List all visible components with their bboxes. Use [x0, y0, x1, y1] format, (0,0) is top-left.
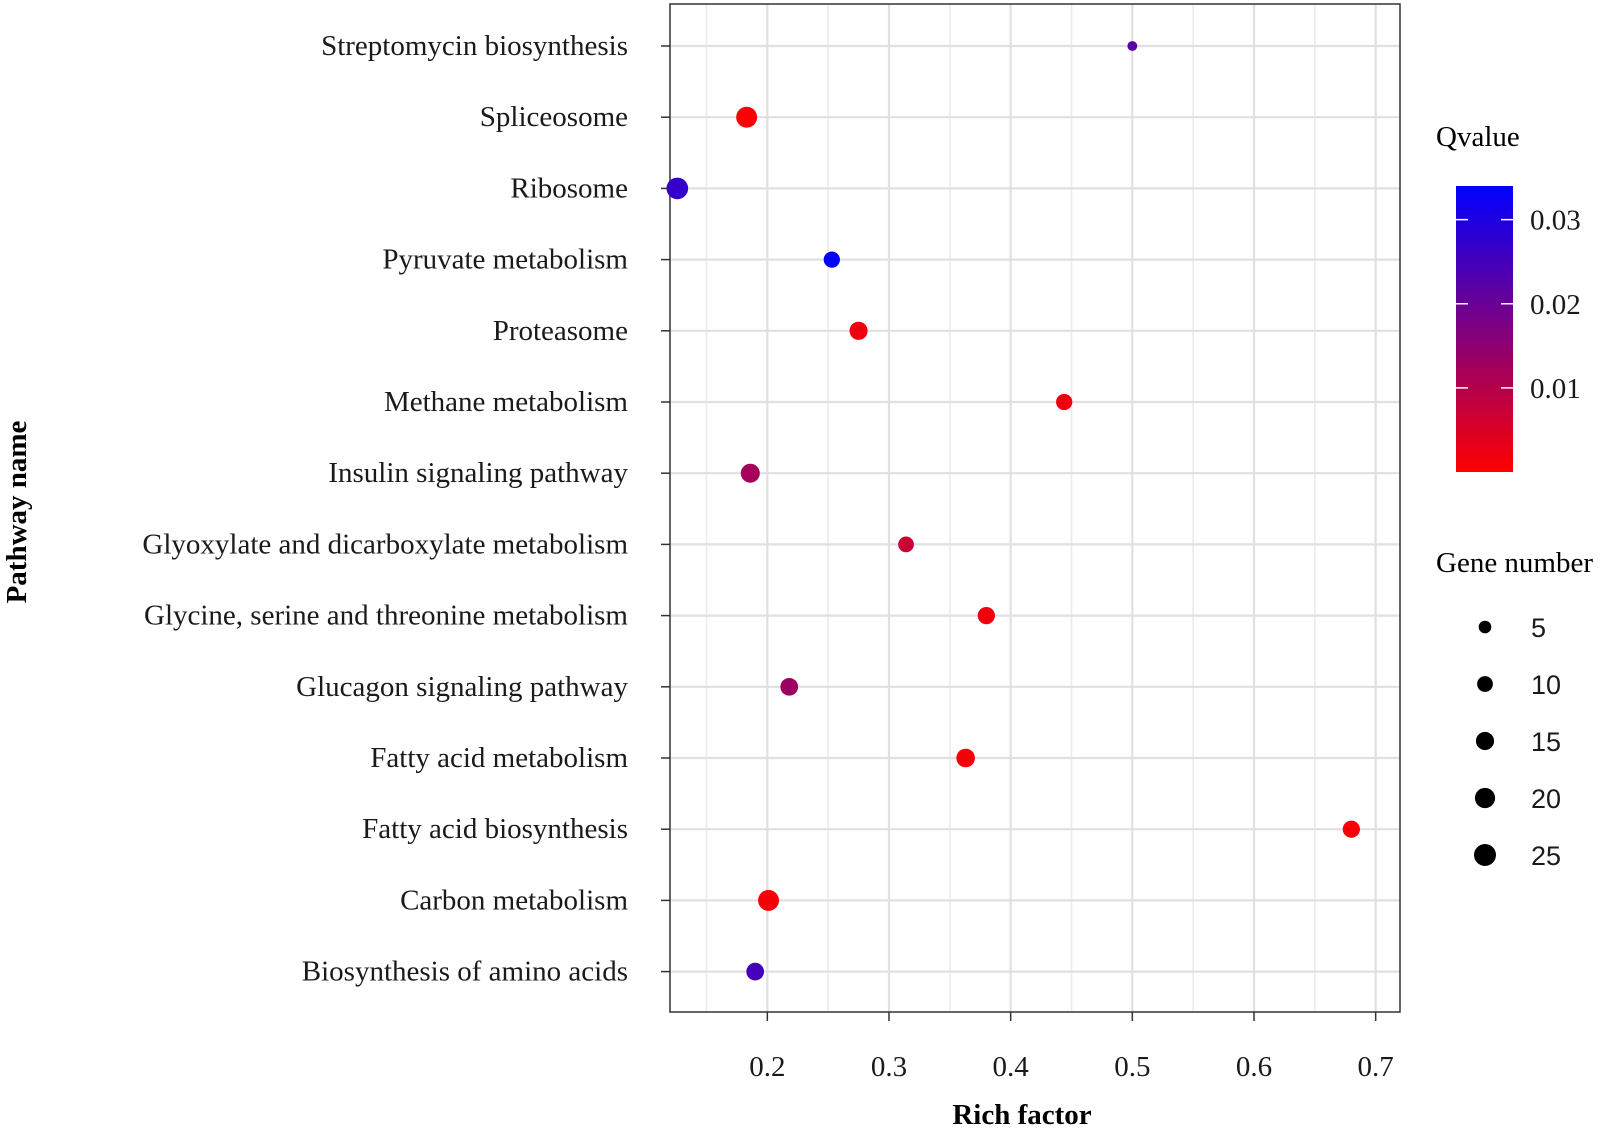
size-legend-label: 25 [1531, 841, 1561, 871]
y-tick-label: Streptomycin biosynthesis [321, 30, 628, 62]
x-tick-label: 0.3 [871, 1051, 907, 1083]
colorbar-tick-label: 0.02 [1530, 289, 1581, 321]
y-tick-label: Proteasome [493, 315, 628, 347]
data-point [977, 606, 995, 625]
qvalue-colorbar [1456, 186, 1513, 472]
data-points [666, 41, 1360, 981]
data-point [849, 321, 868, 340]
x-tick-label: 0.6 [1236, 1051, 1272, 1083]
size-legend-label: 15 [1531, 727, 1561, 757]
data-point [780, 677, 799, 696]
data-point [956, 748, 975, 768]
plot-panel [669, 3, 1401, 1013]
qvalue-legend-title: Qvalue [1436, 121, 1520, 153]
x-tick-label: 0.2 [749, 1051, 785, 1083]
y-tick-label: Fatty acid biosynthesis [362, 813, 628, 845]
size-legend-label: 20 [1531, 784, 1561, 814]
y-tick-label: Ribosome [510, 172, 628, 204]
y-tick-label: Spliceosome [480, 101, 628, 133]
y-tick-label: Glycine, serine and threonine metabolism [144, 600, 628, 632]
data-point [898, 536, 914, 553]
y-tick-label: Glucagon signaling pathway [296, 671, 628, 703]
size-legend-label: 10 [1531, 670, 1561, 700]
colorbar-tick-label: 0.03 [1530, 205, 1581, 237]
y-tick-label: Carbon metabolism [400, 884, 628, 916]
x-tick-label: 0.5 [1114, 1051, 1150, 1083]
y-tick-label: Glyoxylate and dicarboxylate metabolism [142, 528, 628, 560]
y-tick-label: Methane metabolism [384, 386, 628, 418]
y-tick-label: Pyruvate metabolism [382, 244, 628, 276]
data-point [758, 889, 780, 911]
grid [670, 4, 1400, 1012]
y-tick-label: Fatty acid metabolism [370, 742, 628, 774]
data-point [1342, 820, 1360, 838]
y-axis-title: Pathway name [1, 420, 33, 603]
data-point [740, 463, 760, 483]
x-axis-title: Rich factor [952, 1099, 1091, 1128]
x-tick-label: 0.4 [993, 1051, 1030, 1083]
data-point [736, 106, 758, 128]
colorbar-tick-label: 0.01 [1530, 373, 1581, 405]
data-point [746, 962, 765, 981]
size-legend-label: 5 [1531, 613, 1546, 643]
data-point [1127, 41, 1138, 51]
y-tick-label: Biosynthesis of amino acids [302, 956, 628, 988]
size-legend-dot [1474, 844, 1496, 866]
size-legend-dot [1474, 787, 1496, 809]
data-point [823, 251, 840, 268]
data-point [1056, 393, 1073, 411]
x-tick-label: 0.7 [1358, 1051, 1394, 1083]
gene-number-legend-title: Gene number [1436, 547, 1593, 579]
data-point [666, 177, 689, 200]
x-axis-ticks: 0.2 0.3 0.4 0.5 0.6 0.7 [749, 1012, 1394, 1083]
y-tick-label: Insulin signaling pathway [328, 457, 628, 489]
size-legend-dot [1478, 620, 1492, 634]
qvalue-legend: Qvalue 0.01 0.02 0.03 [1436, 121, 1581, 472]
size-legend-dot [1477, 676, 1493, 692]
gene-number-legend: Gene number 5 10 15 20 25 [1436, 547, 1593, 871]
size-legend-dot [1475, 731, 1495, 751]
y-axis-ticks: Streptomycin biosynthesis Spliceosome Ribo… [142, 30, 670, 988]
